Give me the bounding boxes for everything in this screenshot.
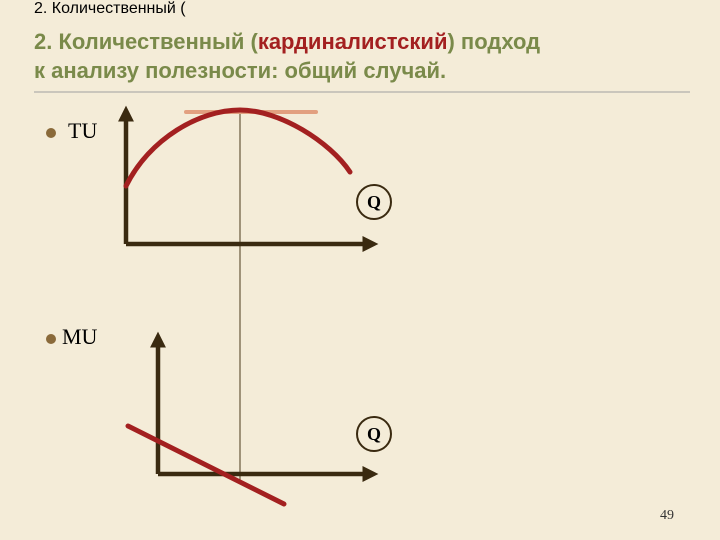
q-label-mu: Q: [356, 416, 392, 452]
q-text-mu: Q: [367, 424, 381, 445]
label-tu: TU: [68, 118, 97, 144]
bullet-tu: [46, 128, 56, 138]
bullet-mu: [46, 334, 56, 344]
page-number: 49: [660, 508, 674, 524]
q-text-tu: Q: [367, 192, 381, 213]
label-mu: MU: [62, 324, 97, 350]
q-label-tu: Q: [356, 184, 392, 220]
diagram-svg: [0, 0, 720, 540]
